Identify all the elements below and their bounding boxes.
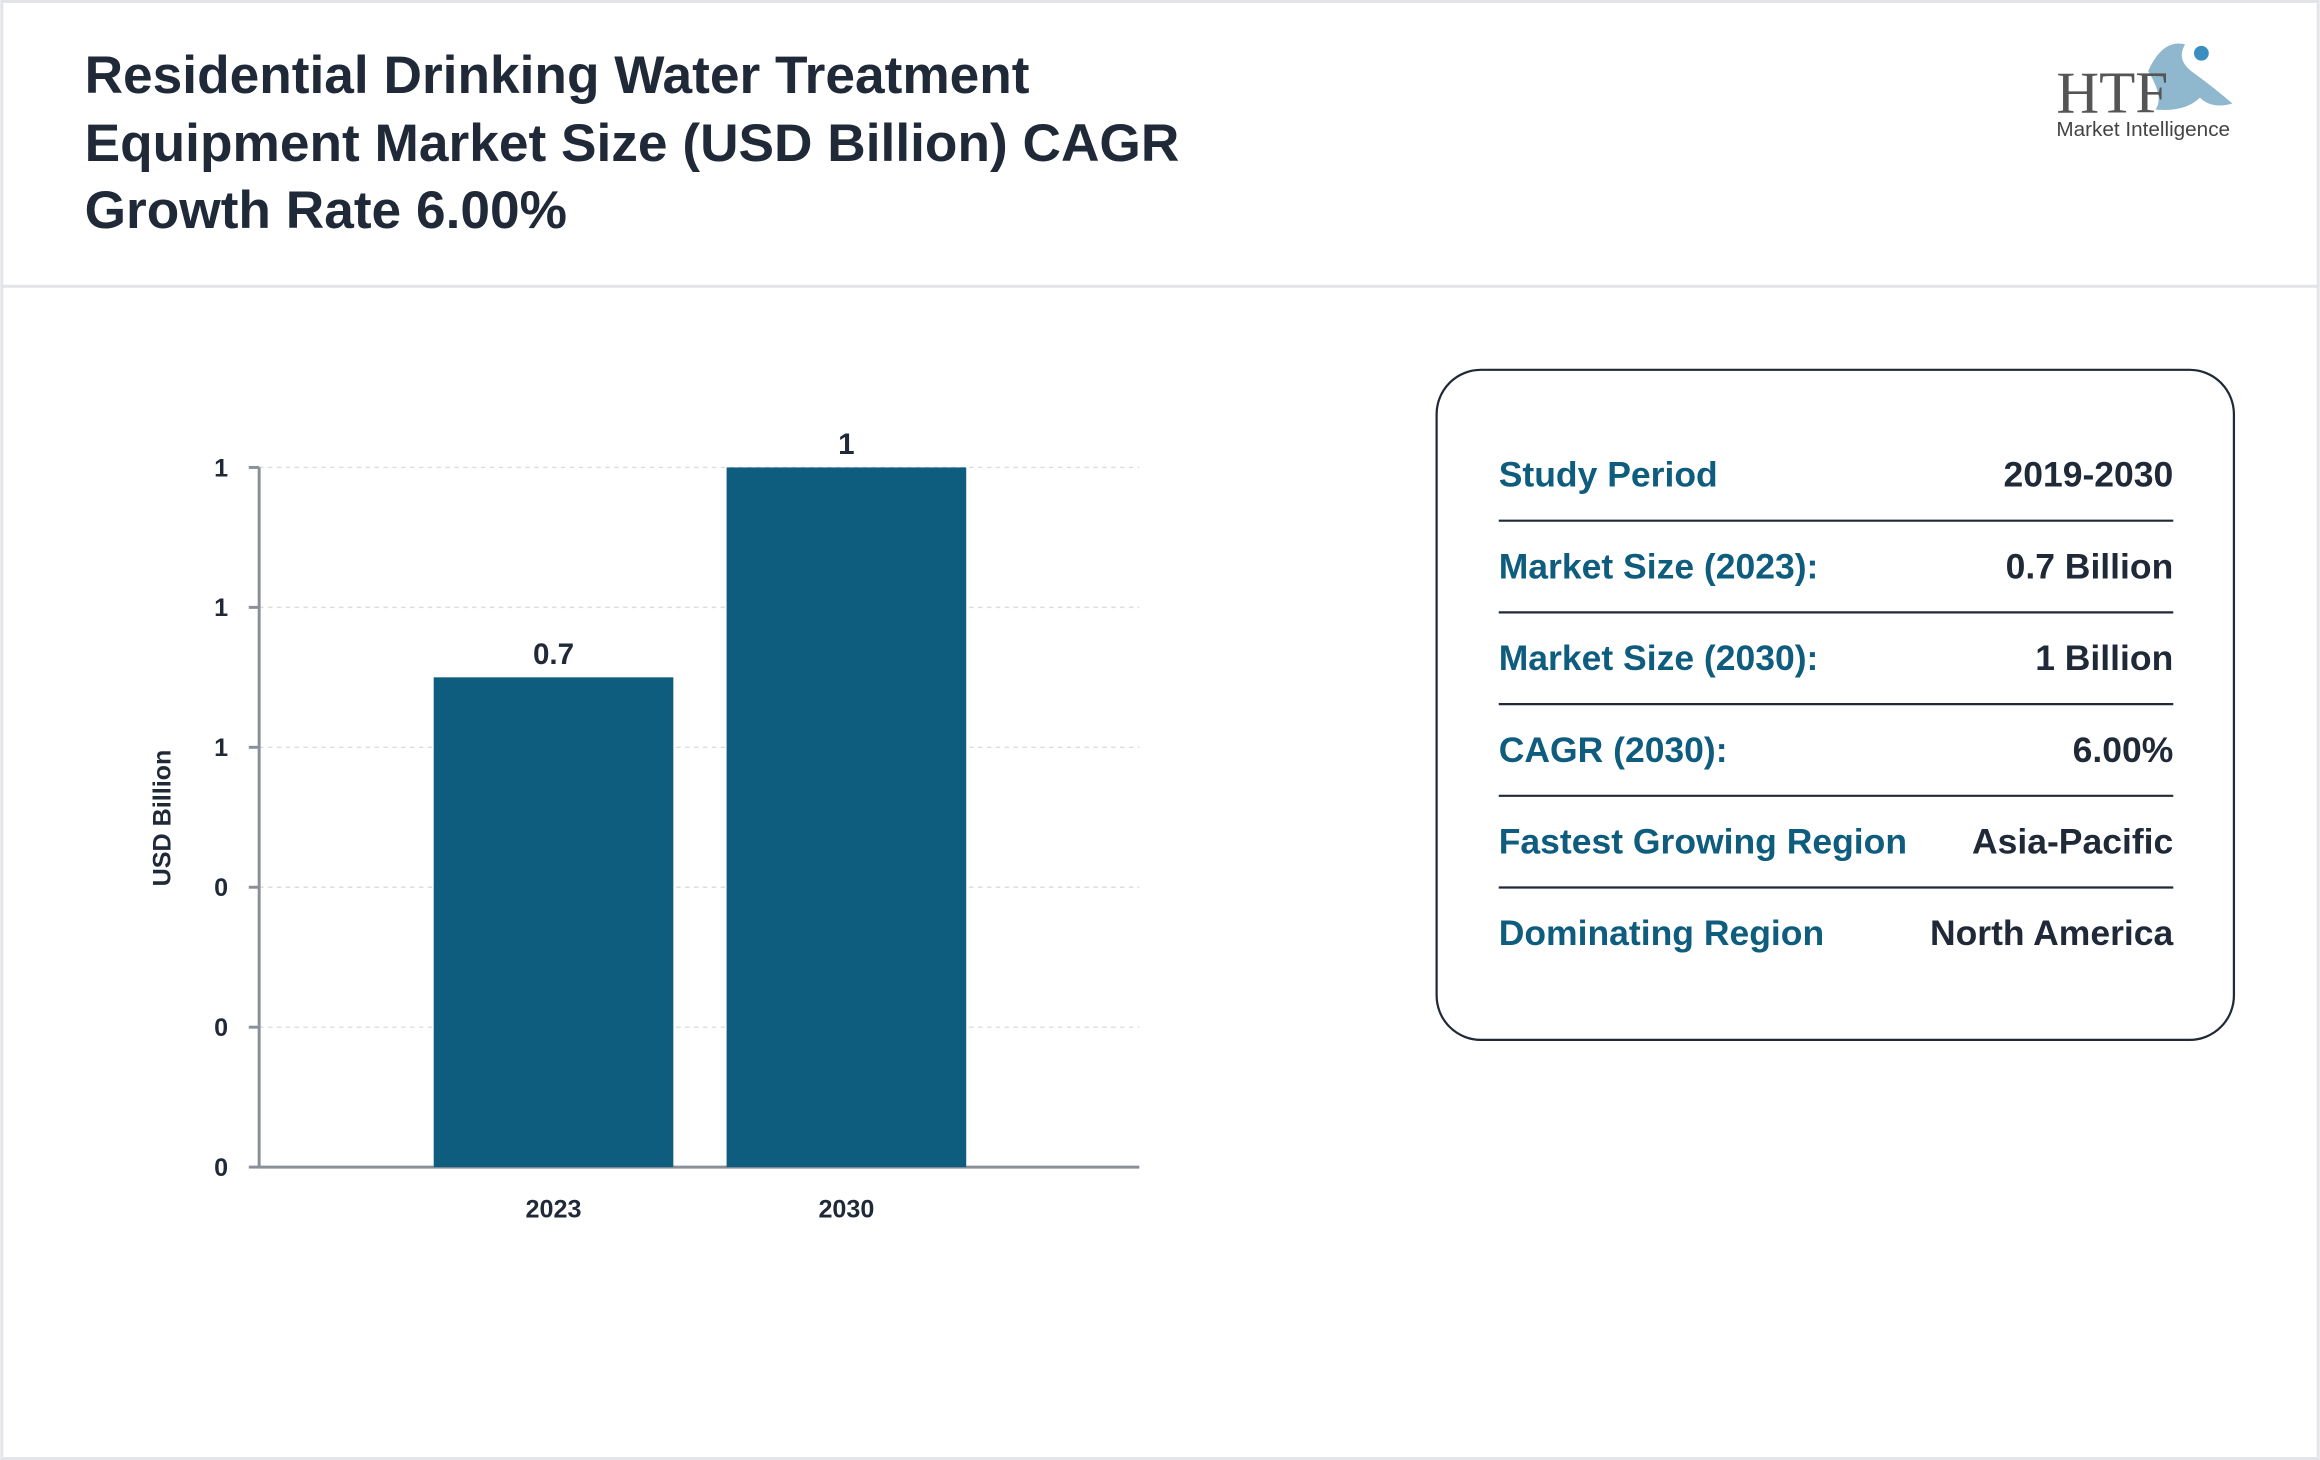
y-tick-label: 1: [214, 594, 228, 622]
y-tick-label: 0: [214, 1154, 228, 1182]
bar: [726, 467, 967, 1168]
page-title: Residential Drinking Water Treatment Equ…: [84, 44, 1180, 240]
info-label: Dominating Region: [1499, 913, 1824, 953]
logo: HTF Market Intelligence: [2056, 43, 2233, 141]
info-label: Market Size (2030):: [1499, 638, 1819, 678]
chart: USD Billion 0 0 0 1 1 1 0.7 2023 1 2030: [148, 428, 1140, 1223]
x-tick-label: 2030: [818, 1195, 874, 1223]
logo-tagline: Market Intelligence: [2056, 118, 2230, 141]
y-tick-label: 1: [214, 454, 228, 482]
x-tick-label: 2023: [526, 1195, 582, 1223]
info-value: 0.7 Billion: [2006, 546, 2174, 586]
info-value: 2019-2030: [2003, 455, 2173, 495]
y-tick-label: 1: [214, 734, 228, 762]
bar: [433, 677, 674, 1168]
info-card: Study Period 2019-2030 Market Size (2023):…: [1435, 368, 2236, 1042]
info-label: CAGR (2030):: [1499, 730, 1728, 770]
y-axis-label: USD Billion: [148, 750, 176, 887]
logo-mark: HTF: [2056, 59, 2168, 125]
value-label: 0.7: [533, 638, 574, 671]
value-label: 1: [838, 428, 854, 461]
title-box: Residential Drinking Water Treatment Equ…: [84, 44, 1180, 240]
y-tick-label: 0: [214, 1014, 228, 1042]
info-label: Fastest Growing Region: [1499, 822, 1907, 862]
info-value: 6.00%: [2073, 730, 2174, 770]
info-value: Asia-Pacific: [1972, 822, 2173, 862]
info-value: North America: [1930, 913, 2174, 953]
logo-dot: [2193, 45, 2209, 61]
y-tick-label: 0: [214, 874, 228, 902]
logo-icon: [2148, 43, 2233, 110]
info-label: Market Size (2023):: [1499, 546, 1819, 586]
info-label: Study Period: [1499, 455, 1718, 495]
info-value: 1 Billion: [2035, 638, 2173, 678]
